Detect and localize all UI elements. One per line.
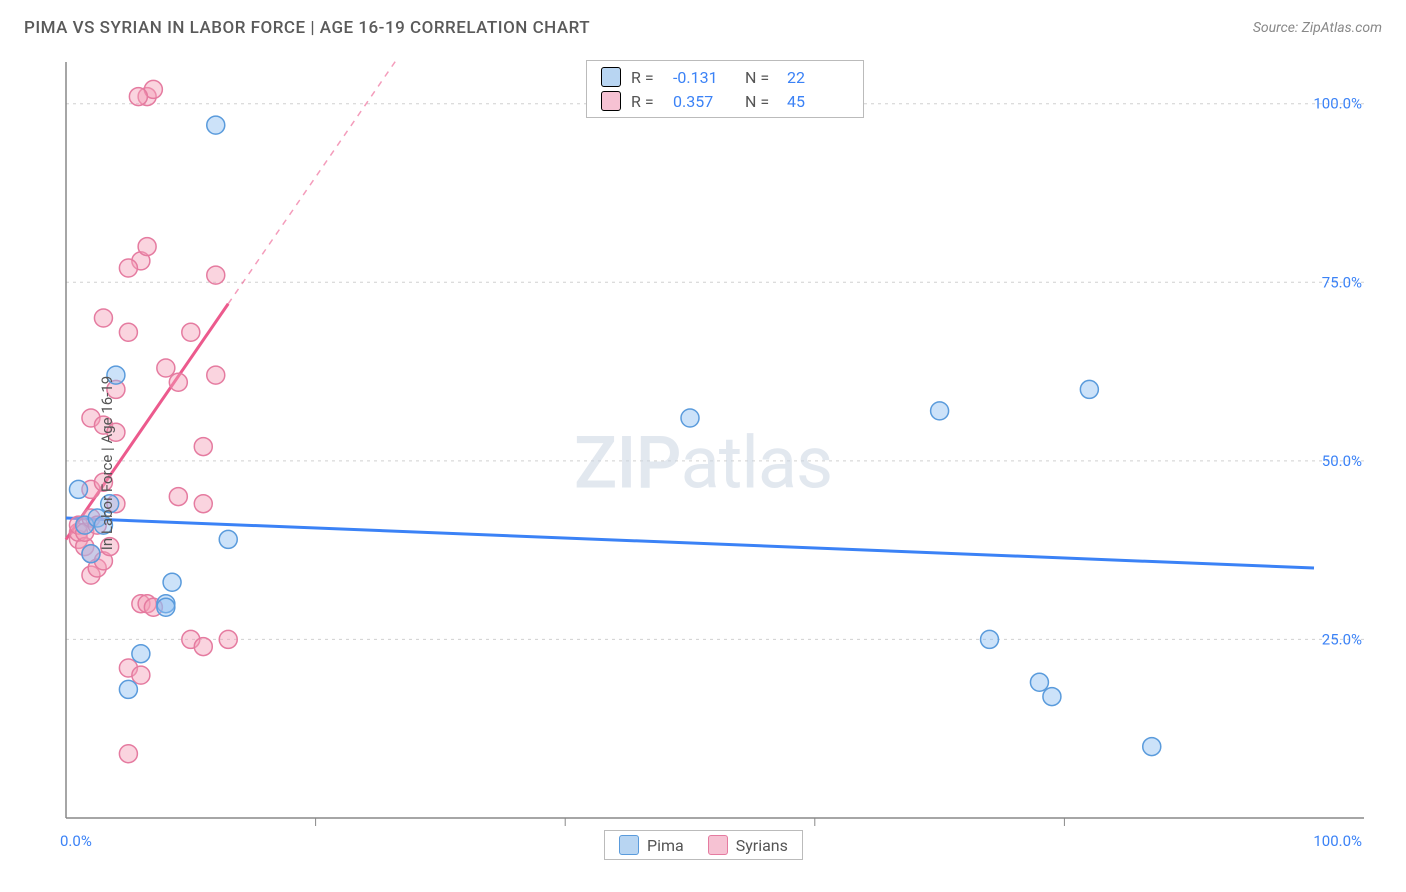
legend-item-pima: Pima <box>619 835 684 855</box>
swatch-pima <box>601 67 621 87</box>
stat-r-syrians: 0.357 <box>673 92 735 111</box>
swatch-syrians <box>708 835 728 855</box>
svg-text:25.0%: 25.0% <box>1322 630 1362 648</box>
legend-label-pima: Pima <box>647 836 684 855</box>
stat-n-pima: 22 <box>787 68 849 87</box>
chart-container: In Labor Force | Age 16-19 25.0% 50.0% 75.… <box>24 58 1382 868</box>
chart-title: PIMA VS SYRIAN IN LABOR FORCE | AGE 16-1… <box>24 18 590 38</box>
svg-text:50.0%: 50.0% <box>1322 452 1362 470</box>
legend-row-pima: R = -0.131 N = 22 <box>587 65 863 89</box>
legend-row-syrians: R = 0.357 N = 45 <box>587 89 863 113</box>
swatch-pima <box>619 835 639 855</box>
stat-r-label: R = <box>631 68 663 87</box>
svg-text:100.0%: 100.0% <box>1313 832 1362 850</box>
source-label: Source: ZipAtlas.com <box>1253 20 1382 36</box>
scatter-chart: 25.0% 50.0% 75.0% 100.0% 0.0% 100.0% <box>24 58 1382 868</box>
stat-r-label: R = <box>631 92 663 111</box>
stat-n-label: N = <box>745 92 777 111</box>
stat-n-label: N = <box>745 68 777 87</box>
legend-label-syrians: Syrians <box>736 836 788 855</box>
swatch-syrians <box>601 91 621 111</box>
svg-text:75.0%: 75.0% <box>1322 273 1362 291</box>
stat-n-syrians: 45 <box>787 92 849 111</box>
svg-text:100.0%: 100.0% <box>1313 95 1362 113</box>
series-legend: Pima Syrians <box>604 830 803 860</box>
stat-r-pima: -0.131 <box>673 68 735 87</box>
correlation-legend: R = -0.131 N = 22 R = 0.357 N = 45 <box>586 60 864 118</box>
legend-item-syrians: Syrians <box>708 835 788 855</box>
svg-text:0.0%: 0.0% <box>60 832 92 850</box>
y-axis-label: In Labor Force | Age 16-19 <box>98 376 116 550</box>
